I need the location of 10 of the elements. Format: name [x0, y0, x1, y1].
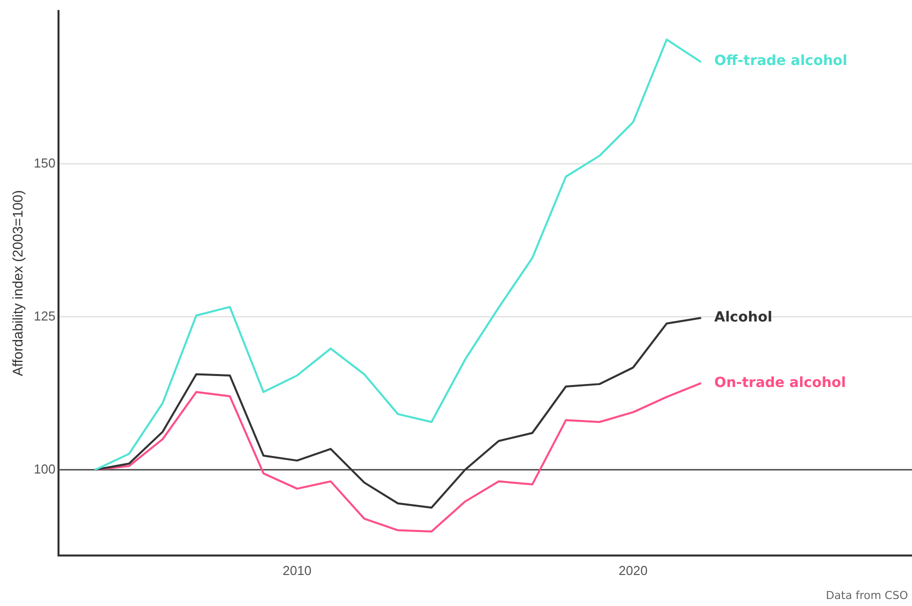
y-tick-label: 100	[34, 461, 56, 476]
x-tick-label: 2010	[282, 562, 312, 578]
y-tick-label: 150	[34, 155, 56, 170]
series-label: Alcohol	[714, 310, 772, 326]
y-axis-title: Affordability index (2003=100)	[9, 190, 26, 376]
series-label: Off-trade alcohol	[714, 53, 848, 70]
y-tick-label: 125	[34, 308, 56, 324]
x-tick-label: 2020	[618, 562, 648, 578]
series-label: On-trade alcohol	[714, 375, 846, 392]
text: Data from CSO	[826, 589, 908, 602]
